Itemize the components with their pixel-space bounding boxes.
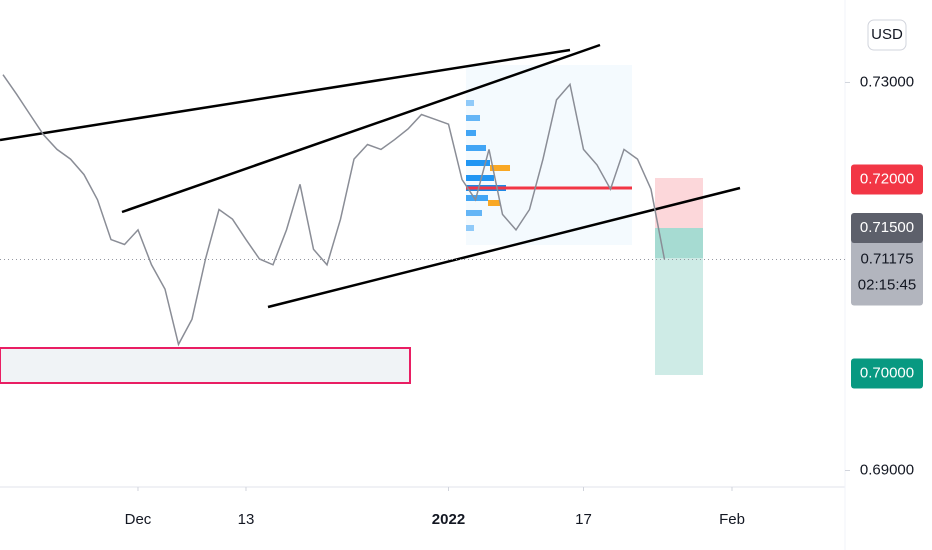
x-tick-label: 13: [238, 511, 255, 528]
price-line: [2, 74, 666, 347]
currency[interactable]: USD: [871, 26, 903, 43]
last-price-box: [851, 239, 923, 306]
y-tick-label: 0.73000: [860, 73, 914, 90]
profile-area: [466, 65, 632, 245]
x-tick-label: Dec: [125, 511, 152, 528]
trend-line: [121, 43, 601, 214]
price-label: 0.71500: [860, 219, 914, 236]
filled-zone: [655, 228, 703, 258]
price-label-box: [851, 212, 923, 243]
price-label-box: [851, 164, 923, 195]
price-label-box: [851, 358, 923, 389]
x-tick-label: Feb: [719, 511, 745, 528]
x-tick-label: 17: [575, 511, 592, 528]
countdown: 02:15:45: [858, 276, 916, 293]
trend-line: [0, 48, 571, 142]
y-tick-label: 0.69000: [860, 461, 914, 478]
price-label: 0.70000: [860, 364, 914, 381]
price-label: 0.72000: [860, 170, 914, 187]
x-tick-label: 2022: [432, 511, 465, 528]
currency-button[interactable]: [867, 19, 907, 51]
demand-zone: [0, 347, 411, 384]
trend-line: [267, 186, 741, 309]
last-price-label: 0.71175: [860, 250, 913, 267]
